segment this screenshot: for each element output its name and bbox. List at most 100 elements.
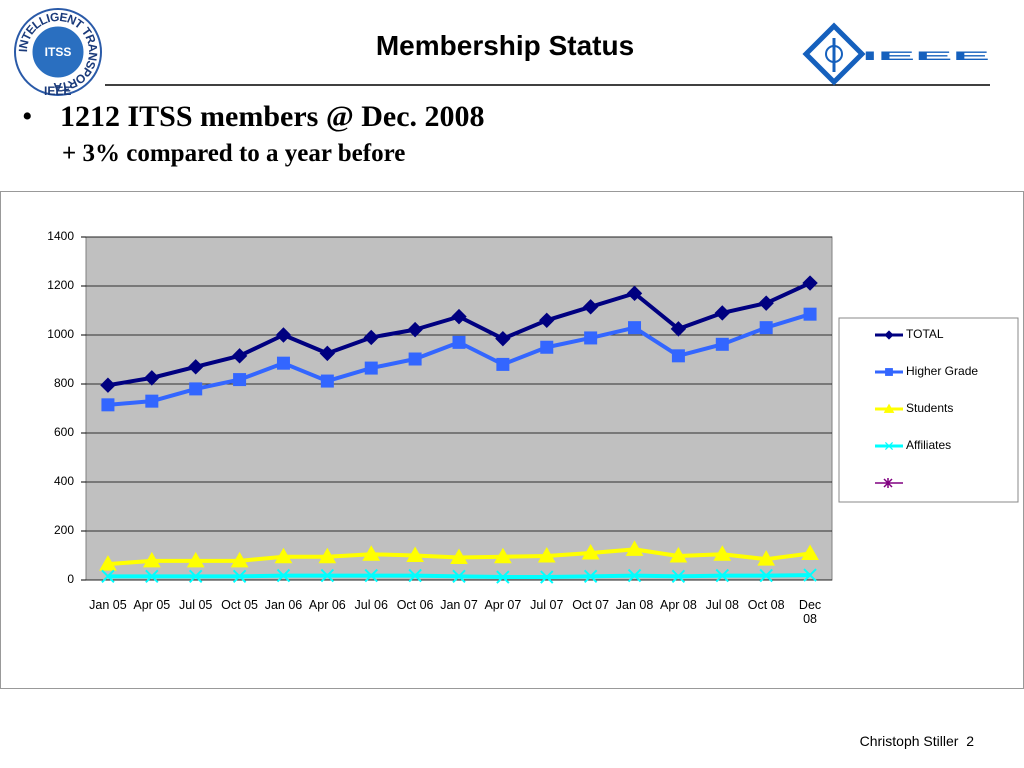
marker bbox=[186, 551, 205, 568]
marker bbox=[884, 441, 894, 451]
marker bbox=[364, 568, 378, 583]
x-tick-label: Jul 07 bbox=[530, 598, 564, 612]
marker bbox=[320, 374, 334, 388]
x-tick-label: Jan 08 bbox=[615, 598, 654, 612]
marker bbox=[408, 352, 422, 366]
marker bbox=[276, 568, 291, 583]
marker bbox=[406, 546, 424, 562]
marker bbox=[625, 540, 644, 556]
marker bbox=[145, 394, 159, 408]
x-tick-label: Apr 06 bbox=[308, 598, 346, 612]
x-tick-label: Jul 05 bbox=[179, 598, 213, 612]
marker bbox=[233, 373, 247, 387]
marker bbox=[231, 348, 248, 364]
y-tick-label: 1400 bbox=[47, 229, 74, 243]
marker bbox=[276, 356, 290, 370]
x-tick-label: Apr 05 bbox=[133, 598, 171, 612]
legend-label: Students bbox=[906, 401, 953, 415]
marker bbox=[364, 361, 378, 375]
bullet-dot: • bbox=[22, 100, 33, 133]
marker bbox=[582, 299, 599, 315]
marker bbox=[759, 568, 773, 583]
bullet: 1212 ITSS members @ Dec. 2008 bbox=[60, 100, 485, 133]
x-tick-label: Dec 08 bbox=[798, 598, 822, 626]
marker bbox=[187, 359, 204, 375]
slide-title: Membership Status bbox=[375, 30, 635, 61]
x-tick-label: Apr 07 bbox=[484, 598, 522, 612]
series bbox=[99, 540, 819, 571]
plot-area bbox=[85, 236, 833, 581]
page-number: 2 bbox=[966, 733, 974, 749]
x-tick-label: Jul 06 bbox=[354, 598, 388, 612]
legend-box bbox=[838, 317, 1019, 503]
marker bbox=[757, 550, 776, 566]
x-tick-label: Jan 05 bbox=[89, 598, 127, 612]
marker bbox=[715, 337, 729, 351]
legend-unnamed bbox=[875, 478, 903, 488]
marker bbox=[100, 377, 116, 393]
marker bbox=[452, 569, 466, 584]
bullet: + 3% compared to a year before bbox=[62, 140, 406, 167]
y-tick-label: 1000 bbox=[47, 327, 74, 341]
marker bbox=[232, 569, 247, 584]
marker bbox=[884, 330, 894, 340]
ieee-logo: IEEE bbox=[802, 22, 990, 86]
marker bbox=[758, 295, 774, 311]
marker bbox=[318, 547, 337, 564]
marker bbox=[539, 312, 555, 329]
itss-ring-ieee: IEEE bbox=[44, 84, 71, 98]
marker bbox=[494, 547, 512, 564]
y-tick-label: 600 bbox=[54, 425, 74, 439]
marker bbox=[319, 345, 336, 362]
marker bbox=[362, 545, 381, 561]
x-tick-label: Oct 08 bbox=[747, 598, 785, 612]
marker bbox=[189, 382, 203, 396]
marker bbox=[452, 335, 466, 349]
marker bbox=[101, 398, 115, 412]
x-tick-label: Jan 07 bbox=[440, 598, 478, 612]
ieee-logo-text: IEEE bbox=[862, 49, 990, 63]
marker bbox=[451, 308, 467, 325]
legend-label: Affiliates bbox=[906, 438, 951, 452]
marker bbox=[188, 569, 203, 584]
x-tick-label: Oct 05 bbox=[221, 598, 258, 612]
marker bbox=[145, 569, 159, 584]
marker bbox=[713, 545, 732, 561]
marker bbox=[142, 551, 161, 568]
series bbox=[101, 307, 817, 412]
marker bbox=[540, 570, 554, 584]
x-tick-label: Oct 07 bbox=[572, 598, 610, 612]
marker bbox=[363, 329, 379, 346]
marker bbox=[540, 340, 554, 354]
marker bbox=[628, 321, 642, 335]
x-tick-label: Oct 06 bbox=[396, 598, 434, 612]
y-tick-label: 0 bbox=[67, 572, 74, 586]
marker bbox=[230, 551, 249, 568]
footer: Christoph Stiller 2 bbox=[860, 733, 974, 749]
y-tick-label: 200 bbox=[54, 523, 74, 537]
marker bbox=[275, 327, 292, 343]
legend-label: Higher Grade bbox=[906, 364, 978, 378]
marker bbox=[583, 569, 598, 584]
series bbox=[100, 275, 818, 393]
legend-label: TOTAL bbox=[906, 327, 944, 341]
marker bbox=[496, 570, 510, 584]
marker bbox=[759, 321, 773, 335]
x-tick-label: Apr 08 bbox=[659, 598, 697, 612]
footer-author: Christoph Stiller bbox=[859, 733, 959, 749]
marker bbox=[99, 555, 117, 571]
marker bbox=[581, 544, 600, 560]
marker bbox=[803, 307, 817, 321]
marker bbox=[101, 569, 115, 584]
marker bbox=[495, 330, 511, 347]
marker bbox=[537, 546, 556, 563]
marker bbox=[407, 321, 423, 338]
marker bbox=[883, 403, 895, 413]
marker bbox=[715, 568, 730, 583]
marker bbox=[626, 285, 643, 302]
marker bbox=[803, 568, 817, 582]
marker bbox=[714, 305, 731, 321]
x-tick-label: Jan 06 bbox=[264, 598, 303, 612]
marker bbox=[584, 331, 598, 345]
